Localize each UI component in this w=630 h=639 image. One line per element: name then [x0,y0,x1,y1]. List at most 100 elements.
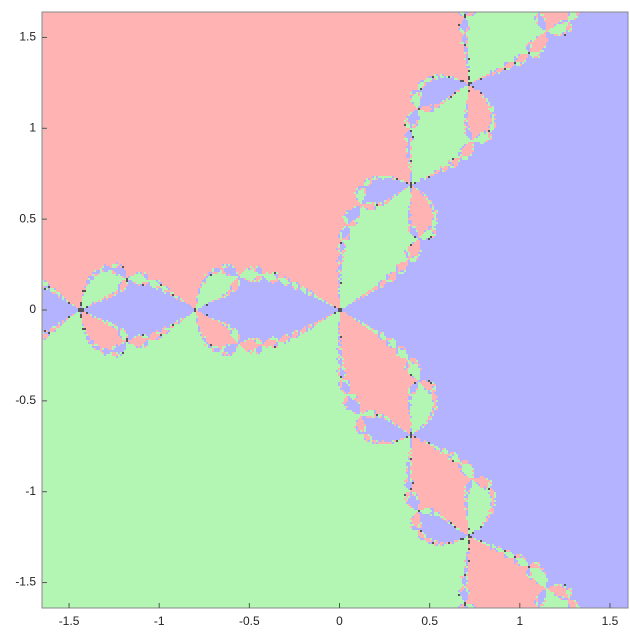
basin-cell [432,414,434,416]
basin-cell [440,106,466,108]
basin-cell [468,116,490,118]
basin-cell [228,292,230,294]
basin-cell [468,22,536,24]
basin-cell [422,522,448,524]
basin-cell [436,398,628,400]
basin-cell [408,436,410,438]
basin-cell [564,586,566,588]
basin-cell [340,376,342,378]
basin-cell [240,334,284,336]
basin-cell [430,382,432,384]
basin-cell [348,304,628,306]
basin-cell [276,342,278,344]
basin-cell [60,294,62,296]
basin-cell [230,354,232,356]
basin-cell [466,584,540,586]
basin-cell [244,278,246,280]
basin-cell [406,126,410,128]
basin-cell [458,152,462,154]
basin-cell [42,72,468,74]
basin-cell [356,424,366,426]
basin-cell [424,532,464,534]
basin-cell [342,390,344,392]
basin-cell [442,452,444,454]
basin-cell [454,524,468,526]
basin-cell [348,380,350,382]
basin-cell [460,28,462,30]
basin-cell [42,244,338,246]
basin-cell [408,226,410,228]
basin-cell [404,252,406,254]
basin-cell [468,72,490,74]
basin-cell [42,398,344,400]
basin-cell [262,272,266,274]
basin-cell [186,316,198,318]
basin-cell [374,204,376,206]
basin-cell [454,454,458,456]
basin-cell [362,418,384,420]
basin-cell [208,274,210,276]
basin-cell [416,126,466,128]
basin-cell [408,218,432,220]
basin-cell [360,410,366,412]
basin-cell [412,424,422,426]
basin-cell [444,170,446,172]
basin-cell [474,148,628,150]
basin-cell [468,106,492,108]
basin-cell [374,328,628,330]
basin-cell [412,90,456,92]
basin-cell [224,348,236,350]
basin-cell [426,536,466,538]
basin-cell [338,358,340,360]
basin-cell [182,318,184,320]
basin-cell [410,392,412,394]
basin-cell [484,130,486,132]
basin-cell [460,470,462,472]
basin-cell [534,602,536,604]
basin-cell [312,328,338,330]
basin-cell [546,594,554,596]
basin-cell [260,340,262,342]
basin-cell [42,440,366,442]
basin-cell [436,408,438,410]
basin-cell [126,340,128,342]
basin-cell [378,284,380,286]
basin-cell [430,390,432,392]
basin-cell [42,386,340,388]
basin-cell [360,412,362,414]
basin-cell [378,204,382,206]
basin-cell [434,226,628,228]
basin-cell [414,136,468,138]
basin-cell [530,44,532,46]
basin-cell [420,82,424,84]
basin-cell [118,344,120,346]
basin-cell [302,286,304,288]
basin-cell [94,316,96,318]
basin-cell [540,12,568,14]
basin-cell [468,576,528,578]
basin-cell [450,166,454,168]
basin-cell [342,240,416,242]
basin-cell [412,478,486,480]
basin-cell [108,320,176,322]
basin-cell [342,216,346,218]
basin-cell [364,180,366,182]
basin-cell [396,266,398,268]
basin-cell [436,78,438,80]
basin-cell [42,158,410,160]
basin-cell [234,266,250,268]
basin-cell [126,276,128,278]
basin-cell [248,280,250,282]
basin-cell [496,126,628,128]
basin-cell [438,408,628,410]
basin-cell [342,258,408,260]
basin-cell [408,476,410,478]
basin-cell [392,280,394,282]
basin-cell [400,192,410,194]
basin-cell [468,506,492,508]
basin-cell [454,158,460,160]
basin-cell [418,512,422,514]
basin-cell [466,588,468,590]
basin-cell [226,266,228,268]
basin-cell [468,80,474,82]
